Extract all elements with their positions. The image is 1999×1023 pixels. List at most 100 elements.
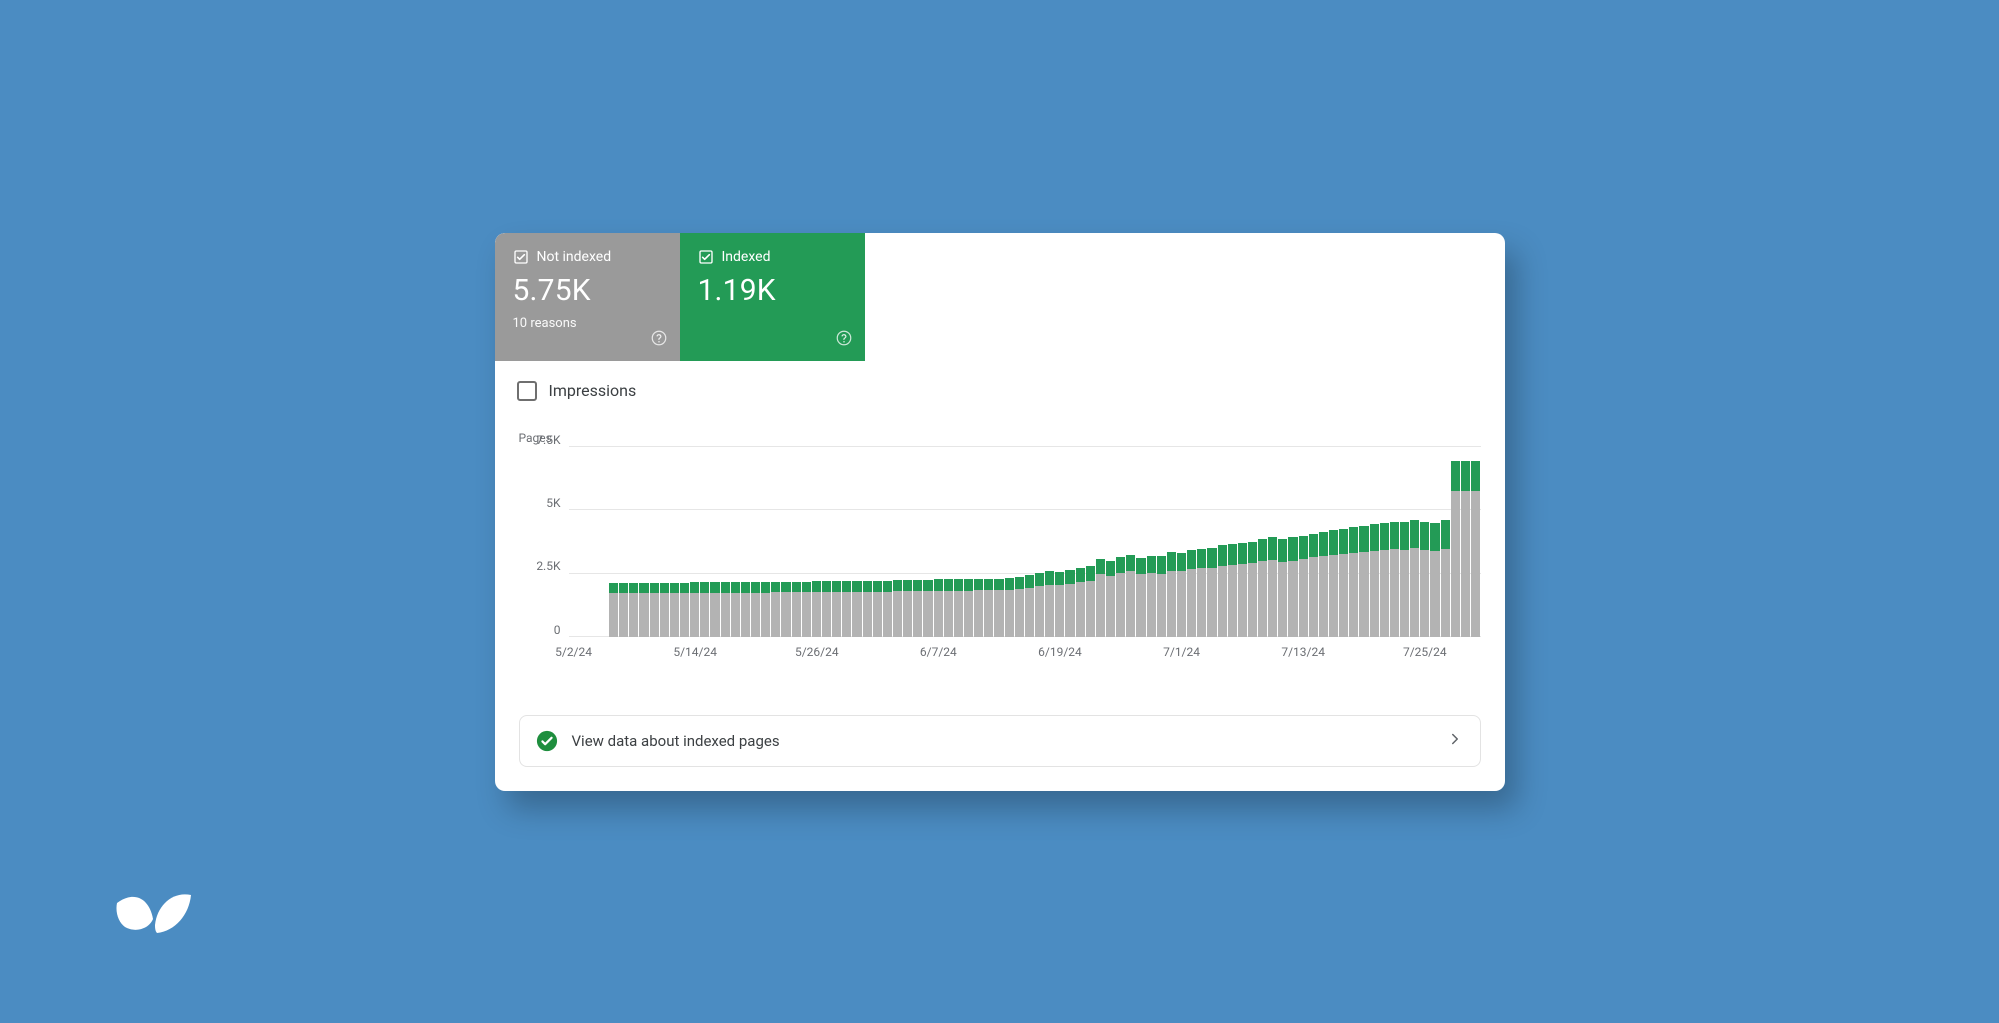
bar	[589, 447, 598, 637]
bar	[1471, 447, 1480, 637]
bar	[1116, 447, 1125, 637]
bar	[1309, 447, 1318, 637]
bar	[1147, 447, 1156, 637]
bar	[569, 447, 578, 637]
bar	[1076, 447, 1085, 637]
bar	[781, 447, 790, 637]
status-card-indexed[interactable]: Indexed 1.19K	[680, 233, 865, 361]
bar	[1349, 447, 1358, 637]
view-link-text: View data about indexed pages	[572, 732, 1432, 750]
bar	[934, 447, 943, 637]
bar	[994, 447, 1003, 637]
bar	[1126, 447, 1135, 637]
status-card-label: Not indexed	[537, 249, 612, 265]
bar	[832, 447, 841, 637]
bar	[1420, 447, 1429, 637]
bar	[1015, 447, 1024, 637]
help-icon[interactable]	[650, 329, 668, 351]
x-tick: 5/26/24	[795, 645, 839, 659]
bar	[802, 447, 811, 637]
bar	[903, 447, 912, 637]
bar	[670, 447, 679, 637]
bar	[1299, 447, 1308, 637]
bar	[639, 447, 648, 637]
bar	[721, 447, 730, 637]
checkbox-checked-icon	[698, 249, 714, 265]
bar	[700, 447, 709, 637]
bar	[599, 447, 608, 637]
bar	[1278, 447, 1287, 637]
checkbox-unchecked-icon	[517, 381, 537, 401]
status-card-label: Indexed	[722, 249, 771, 265]
bar	[710, 447, 719, 637]
bar	[883, 447, 892, 637]
bar	[984, 447, 993, 637]
bar	[1228, 447, 1237, 637]
bar	[1370, 447, 1379, 637]
bar	[852, 447, 861, 637]
bar	[1096, 447, 1105, 637]
bar	[1136, 447, 1145, 637]
bar	[893, 447, 902, 637]
x-tick: 6/19/24	[1038, 645, 1082, 659]
bar	[923, 447, 932, 637]
bar	[1380, 447, 1389, 637]
checkbox-checked-icon	[513, 249, 529, 265]
bar	[731, 447, 740, 637]
bar	[579, 447, 588, 637]
bar	[1187, 447, 1196, 637]
bar	[1177, 447, 1186, 637]
bar	[1197, 447, 1206, 637]
bar	[944, 447, 953, 637]
x-tick: 7/1/24	[1163, 645, 1200, 659]
bar	[792, 447, 801, 637]
x-tick: 5/2/24	[555, 645, 592, 659]
x-tick: 6/7/24	[920, 645, 957, 659]
bar	[1167, 447, 1176, 637]
bar	[619, 447, 628, 637]
bar	[1238, 447, 1247, 637]
bar	[842, 447, 851, 637]
bar	[1390, 447, 1399, 637]
view-indexed-pages-link[interactable]: View data about indexed pages	[519, 715, 1481, 767]
bar	[822, 447, 831, 637]
status-card-row: Not indexed 5.75K 10 reasons Indexed 1.1…	[495, 233, 1505, 361]
y-axis-title: Pages	[519, 431, 1481, 445]
bar	[1005, 447, 1014, 637]
bar	[1218, 447, 1227, 637]
bar	[1268, 447, 1277, 637]
bar	[1441, 447, 1450, 637]
leaf-logo-icon	[115, 885, 193, 947]
bar	[1106, 447, 1115, 637]
status-card-value: 5.75K	[513, 273, 664, 308]
bar	[964, 447, 973, 637]
bar	[1430, 447, 1439, 637]
status-card-not-indexed[interactable]: Not indexed 5.75K 10 reasons	[495, 233, 680, 361]
bar	[1359, 447, 1368, 637]
bar	[1410, 447, 1419, 637]
bar	[771, 447, 780, 637]
bar	[1025, 447, 1034, 637]
bars-container	[569, 447, 1481, 637]
impressions-toggle[interactable]: Impressions	[495, 361, 1505, 405]
bar	[1258, 447, 1267, 637]
bar	[812, 447, 821, 637]
status-card-subtext: 10 reasons	[513, 316, 664, 331]
x-tick: 5/14/24	[673, 645, 717, 659]
check-circle-icon	[536, 730, 558, 752]
bar	[863, 447, 872, 637]
bar	[1288, 447, 1297, 637]
bar	[1339, 447, 1348, 637]
bar	[1065, 447, 1074, 637]
x-axis: 5/2/245/14/245/26/246/7/246/19/247/1/247…	[569, 637, 1481, 665]
bar	[741, 447, 750, 637]
bar	[1045, 447, 1054, 637]
bar	[1248, 447, 1257, 637]
bar	[1461, 447, 1470, 637]
bar	[1157, 447, 1166, 637]
report-card: Not indexed 5.75K 10 reasons Indexed 1.1…	[495, 233, 1505, 791]
bar	[1329, 447, 1338, 637]
bar	[751, 447, 760, 637]
help-icon[interactable]	[835, 329, 853, 351]
x-tick: 7/13/24	[1281, 645, 1325, 659]
